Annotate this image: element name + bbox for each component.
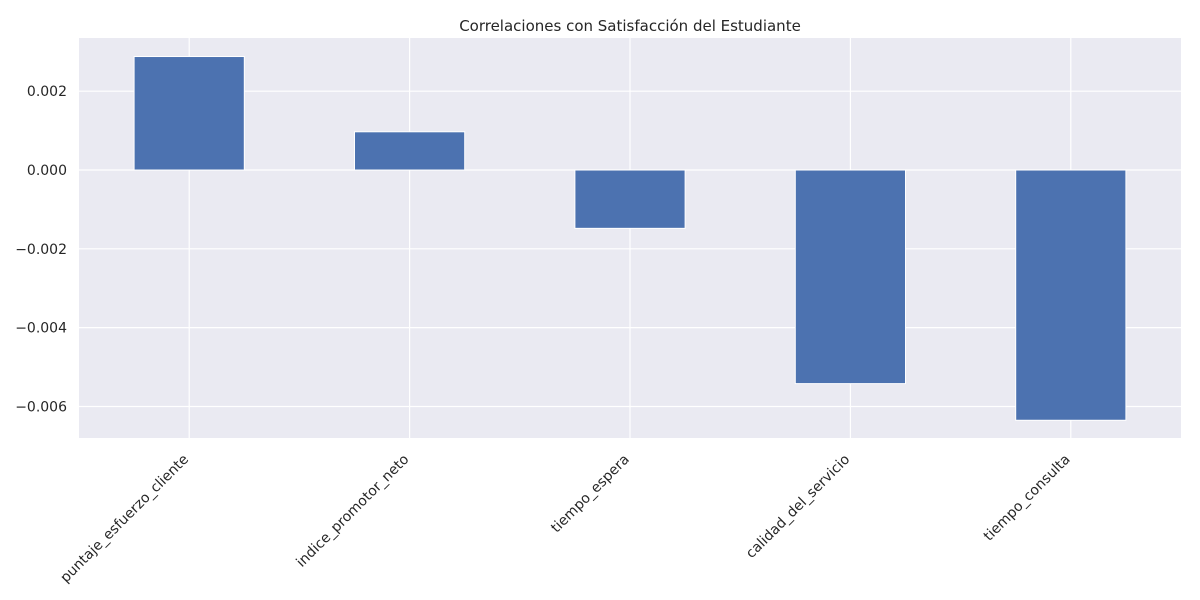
bar-tiempo-espera (574, 169, 686, 229)
bar-puntaje-esfuerzo-cliente (133, 56, 245, 171)
bar-indice-promotor-neto (354, 131, 466, 171)
y-tick-label: 0.000 (27, 163, 67, 179)
bar-calidad-del-servicio (794, 169, 906, 385)
y-tick-label: −0.002 (15, 242, 67, 258)
bar-tiempo-consulta (1015, 169, 1127, 421)
y-tick-labels: 0.002 0.000 −0.002 −0.004 −0.006 (15, 84, 67, 415)
x-tick-labels: puntaje_esfuerzo_cliente indice_promotor_… (57, 452, 1073, 587)
y-tick-label: −0.004 (15, 321, 67, 337)
x-tick-label: tiempo_consulta (981, 452, 1074, 545)
chart-title: Correlaciones con Satisfacción del Estud… (459, 17, 801, 35)
x-tick-label: calidad_del_servicio (743, 452, 853, 562)
y-tick-label: −0.006 (15, 399, 67, 415)
bars (133, 56, 1127, 421)
x-tick-label: tiempo_espera (548, 452, 633, 537)
y-tick-label: 0.002 (27, 84, 67, 100)
x-tick-label: indice_promotor_neto (293, 452, 412, 571)
x-tick-label: puntaje_esfuerzo_cliente (57, 452, 192, 587)
